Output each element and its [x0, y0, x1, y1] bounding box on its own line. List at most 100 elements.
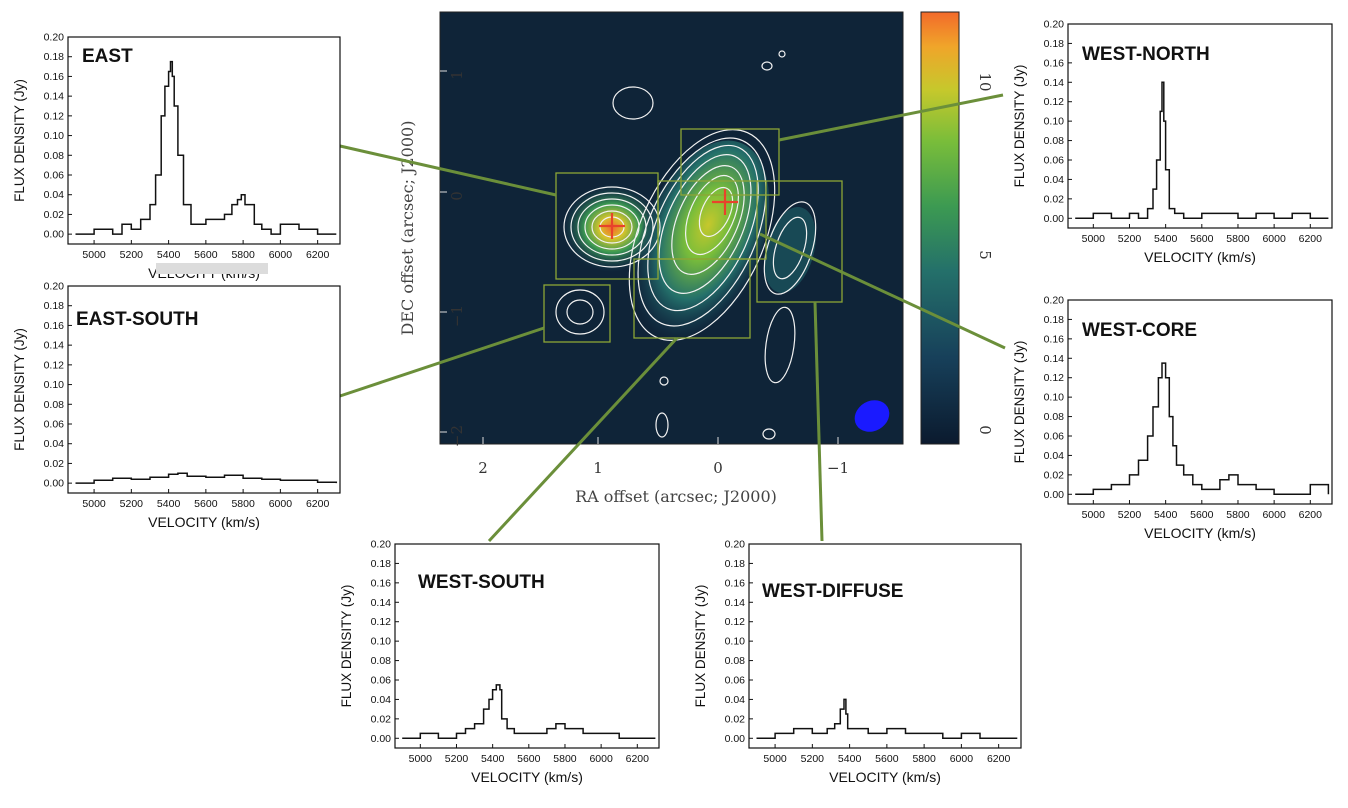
map-ylabel: DEC offset (arcsec; J2000) — [398, 121, 417, 336]
y-tick-label: 0.14 — [725, 597, 746, 609]
map-xtick-label: 0 — [713, 459, 723, 477]
x-tick-label: 6000 — [269, 249, 293, 261]
y-tick-label: 0.10 — [1044, 116, 1065, 128]
region-boxes — [543, 128, 843, 343]
y-tick-label: 0.16 — [44, 320, 65, 332]
y-tick-label: 0.14 — [1044, 77, 1065, 89]
x-tick-label: 5200 — [120, 249, 144, 261]
contours-minor — [555, 50, 817, 440]
y-tick-label: 0.12 — [1044, 372, 1065, 384]
panel-title: EAST-SOUTH — [76, 309, 198, 330]
colorbar — [920, 11, 960, 445]
x-tick-label: 5800 — [1226, 509, 1250, 521]
x-tick-label: 5200 — [445, 753, 469, 765]
map-ytick-label: −2 — [448, 425, 466, 447]
x-tick-label: 6200 — [306, 249, 330, 261]
plot-frame — [394, 543, 660, 749]
y-tick-label: 0.08 — [44, 399, 65, 411]
map-ytick-label: −1 — [448, 305, 466, 327]
y-tick-label: 0.20 — [371, 539, 392, 551]
x-tick-label: 5800 — [912, 753, 936, 765]
map-xlabel: RA offset (arcsec; J2000) — [575, 487, 777, 506]
y-tick-label: 0.08 — [1044, 135, 1065, 147]
x-tick-label: 5400 — [838, 753, 862, 765]
y-tick-label: 0.00 — [44, 229, 65, 241]
spectrum-west-core: 0.20 0.18 0.16 0.14 0.12 0.10 0.08 0.06 0.04 0.02… — [1012, 295, 1333, 541]
y-tick-label: 0.18 — [371, 558, 392, 570]
colorbar-tick-label: 0 — [976, 425, 994, 435]
y-tick-label: 0.08 — [725, 655, 746, 667]
plot-frame — [748, 543, 1022, 749]
x-tick-label: 5600 — [1190, 509, 1214, 521]
y-tick-label: 0.02 — [1044, 469, 1065, 481]
y-tick-label: 0.06 — [1044, 431, 1065, 443]
y-axis-label: FLUX DENSITY (Jy) — [12, 328, 27, 451]
y-tick-label: 0.06 — [44, 419, 65, 431]
panel-title: EAST — [82, 46, 133, 67]
panel-title: WEST-DIFFUSE — [762, 581, 903, 602]
x-tick-label: 5400 — [1154, 233, 1178, 245]
x-tick-label: 5200 — [801, 753, 825, 765]
y-tick-label: 0.18 — [1044, 314, 1065, 326]
y-tick-label: 0.18 — [725, 558, 746, 570]
y-tick-label: 0.10 — [44, 130, 65, 142]
map-axes: 2 1 0 −1 1 0 −1 −2 — [440, 70, 849, 477]
y-tick-label: 0.16 — [44, 71, 65, 83]
y-tick-label: 0.16 — [1044, 57, 1065, 69]
map-ytick-label: 1 — [448, 70, 466, 80]
x-tick-label: 6000 — [269, 498, 293, 510]
plot-frame — [1067, 23, 1333, 229]
y-tick-label: 0.04 — [725, 694, 746, 706]
x-tick-label: 6200 — [987, 753, 1011, 765]
y-tick-label: 0.00 — [725, 733, 746, 745]
spectrum-west-north: 0.20 0.18 0.16 0.14 0.12 0.10 0.08 0.06 0.04 0.02… — [1012, 19, 1333, 265]
x-tick-label: 5400 — [157, 498, 181, 510]
spectrum-line — [1075, 362, 1330, 496]
y-tick-label: 0.04 — [371, 694, 392, 706]
y-tick-label: 0.20 — [725, 539, 746, 551]
y-tick-label: 0.18 — [44, 51, 65, 63]
box-west-north — [680, 128, 780, 196]
x-tick-label: 5000 — [82, 498, 106, 510]
plot-frame — [1067, 299, 1333, 505]
x-axis-label: VELOCITY (km/s) — [1144, 525, 1256, 541]
x-tick-label: 5600 — [194, 498, 218, 510]
y-tick-label: 0.16 — [725, 577, 746, 589]
y-tick-label: 0.06 — [371, 675, 392, 687]
x-tick-label: 6200 — [1299, 233, 1323, 245]
peak-markers — [599, 189, 738, 239]
x-tick-label: 6200 — [626, 753, 650, 765]
y-tick-label: 0.00 — [44, 478, 65, 490]
y-tick-label: 0.02 — [1044, 193, 1065, 205]
y-tick-label: 0.20 — [44, 32, 65, 44]
y-tick-label: 0.08 — [1044, 411, 1065, 423]
spectra-panels: 0.20 0.18 0.16 0.14 0.12 0.10 0.08 0.06 0.04 0.02… — [12, 19, 1333, 785]
y-axis-label: FLUX DENSITY (Jy) — [693, 585, 708, 708]
y-tick-label: 0.12 — [44, 110, 65, 122]
spectrum-line — [75, 60, 337, 235]
colorbar-ticks: 10 5 0 — [976, 72, 994, 434]
y-tick-label: 0.00 — [1044, 489, 1065, 501]
y-tick-label: 0.02 — [44, 209, 65, 221]
y-tick-label: 0.02 — [725, 713, 746, 725]
y-tick-label: 0.14 — [371, 597, 392, 609]
beam-ellipse — [854, 400, 890, 432]
x-tick-label: 6200 — [1299, 509, 1323, 521]
y-tick-label: 0.18 — [1044, 38, 1065, 50]
x-tick-label: 5000 — [1082, 509, 1106, 521]
x-tick-label: 6000 — [1262, 233, 1286, 245]
y-axis-label: FLUX DENSITY (Jy) — [12, 79, 27, 202]
y-tick-label: 0.14 — [1044, 353, 1065, 365]
x-tick-label: 6000 — [950, 753, 974, 765]
y-tick-label: 0.10 — [1044, 392, 1065, 404]
plot-frame — [67, 285, 341, 494]
x-tick-label: 5400 — [1154, 509, 1178, 521]
y-tick-label: 0.04 — [44, 438, 65, 450]
map-xtick-label: 1 — [593, 459, 603, 477]
y-tick-label: 0.00 — [371, 733, 392, 745]
colorbar-tick-label: 5 — [976, 250, 994, 260]
x-tick-label: 6200 — [306, 498, 330, 510]
y-tick-label: 0.02 — [44, 458, 65, 470]
spectrum-east-south: 0.20 0.18 0.16 0.14 0.12 0.10 0.08 0.06 0.04 0.02… — [12, 281, 341, 530]
